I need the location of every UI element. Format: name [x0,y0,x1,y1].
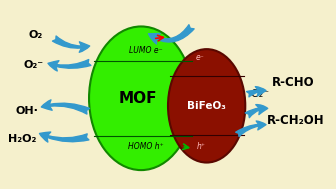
Ellipse shape [168,49,245,163]
FancyArrowPatch shape [52,36,90,52]
FancyArrowPatch shape [149,25,194,44]
Text: LUMO e⁻: LUMO e⁻ [129,46,163,55]
Text: R-CH₂OH: R-CH₂OH [267,114,325,126]
Text: O₂⁻: O₂⁻ [250,89,269,98]
Text: OH·: OH· [15,106,38,115]
FancyArrowPatch shape [41,100,90,114]
FancyArrowPatch shape [247,87,266,97]
FancyArrowPatch shape [236,121,266,136]
Text: h⁺: h⁺ [197,142,206,151]
Text: MOF: MOF [119,91,157,106]
Text: HOMO h⁺: HOMO h⁺ [128,142,164,151]
FancyArrowPatch shape [39,132,89,142]
Text: e⁻: e⁻ [196,53,204,62]
FancyArrowPatch shape [48,60,91,71]
FancyArrowPatch shape [245,105,268,118]
Ellipse shape [89,26,193,170]
Text: BiFeO₃: BiFeO₃ [187,101,226,111]
Text: O₂: O₂ [29,30,43,40]
Text: R-CHO: R-CHO [272,76,315,89]
Text: O₂⁻: O₂⁻ [24,60,44,70]
Text: H₂O₂: H₂O₂ [8,134,37,144]
